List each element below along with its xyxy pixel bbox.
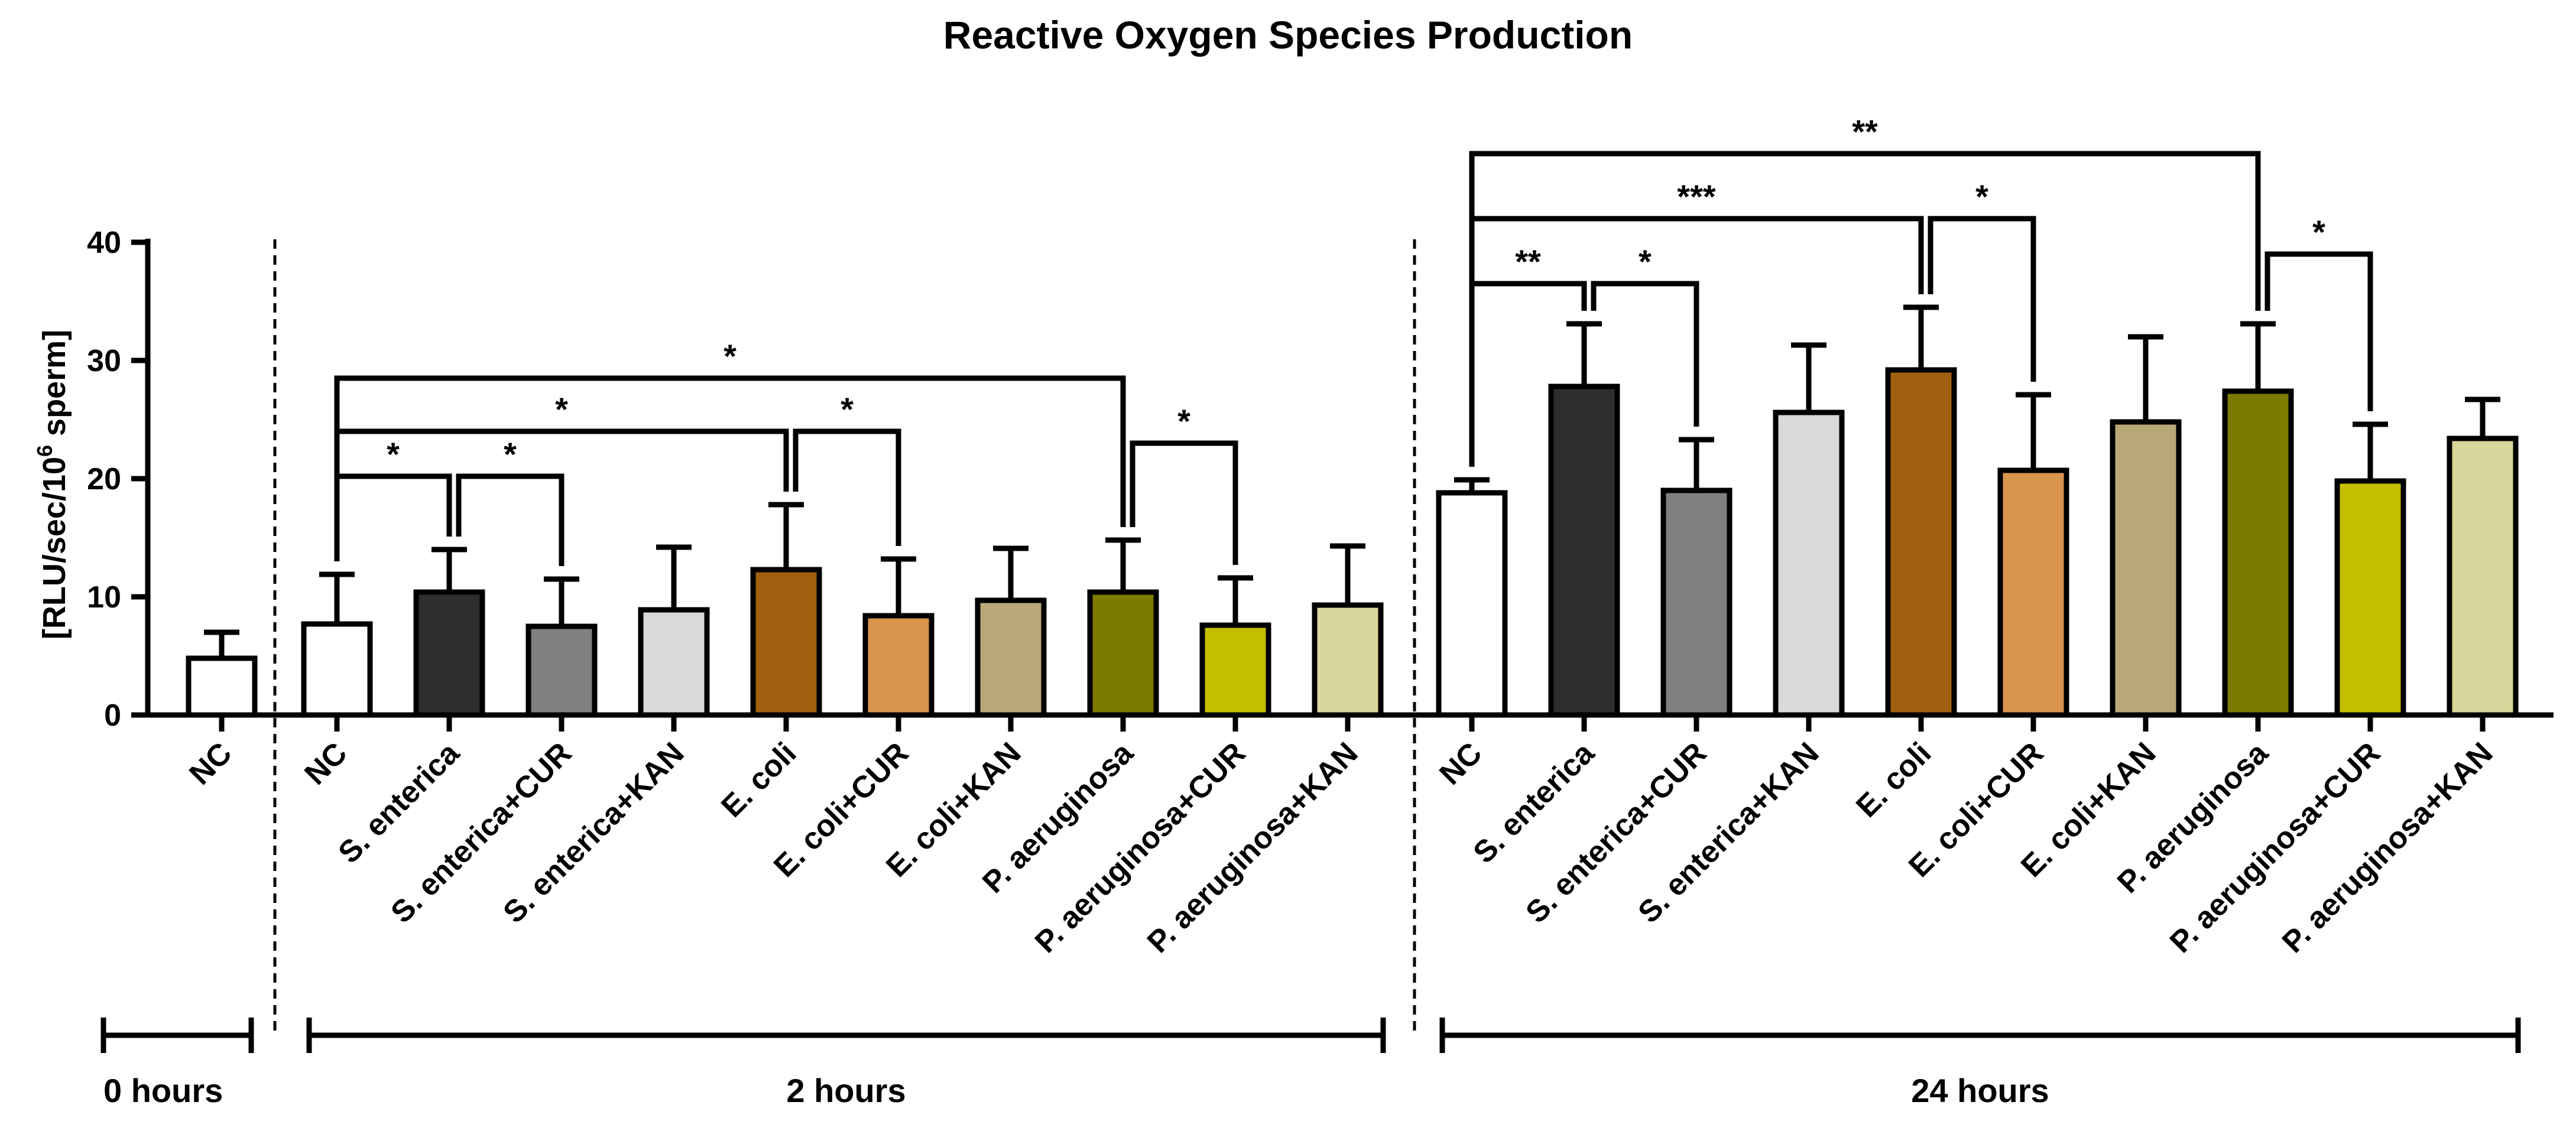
bar-24-hours-p-aeruginosa-cur	[2334, 478, 2406, 718]
bar-24-hours-nc	[1436, 490, 1508, 718]
y-axis-label-tail: sperm]	[37, 330, 72, 445]
sig-label-2-hours-0: *	[387, 436, 400, 473]
x-tick-label-24-hours-nc: NC	[1433, 736, 1488, 791]
x-tick-label-0-hours-nc: NC	[183, 736, 238, 791]
sig-label-24-hours-2: ***	[1677, 178, 1716, 215]
bar-2-hours-s-enterica-cur	[525, 623, 598, 718]
sig-label-24-hours-1: *	[1639, 243, 1652, 280]
y-tick-label-40: 40	[87, 226, 121, 260]
bar-2-hours-p-aeruginosa	[1087, 589, 1159, 718]
bar-2-hours-e-coli	[750, 567, 822, 718]
bar-24-hours-s-enterica	[1548, 384, 1620, 718]
sig-bracket-2-hours-5	[1130, 440, 1238, 565]
x-tick-label-24-hours-e-coli: E. coli	[1850, 736, 1938, 824]
sig-bracket-24-hours-3	[1928, 216, 2036, 382]
bar-2-hours-e-coli-cur	[862, 613, 935, 718]
sig-bracket-2-hours-4	[334, 375, 1126, 561]
x-tick-label-2-hours-nc: NC	[298, 736, 353, 791]
sig-bracket-24-hours-1	[1591, 281, 1699, 427]
bar-0-hours-nc	[186, 655, 258, 718]
x-tick-label-24-hours-p-aeruginosa-kan: P. aeruginosa+KAN	[2276, 736, 2500, 960]
bar-2-hours-s-enterica	[413, 589, 485, 718]
x-tick-label-2-hours-p-aeruginosa-kan: P. aeruginosa+KAN	[1141, 736, 1365, 960]
y-tick-label-10: 10	[87, 580, 121, 615]
sig-label-24-hours-3: *	[1975, 178, 1988, 215]
bar-2-hours-e-coli-kan	[975, 597, 1047, 718]
sig-label-2-hours-3: *	[841, 391, 854, 428]
y-axis-label: [RLU/sec/106 sperm]	[33, 330, 72, 639]
sig-label-2-hours-1: *	[504, 436, 517, 473]
bar-2-hours-p-aeruginosa-cur	[1199, 622, 1271, 718]
sig-bracket-24-hours-5	[2264, 251, 2373, 411]
bar-24-hours-e-coli	[1885, 367, 1957, 718]
sig-label-2-hours-2: *	[555, 391, 568, 428]
y-tick-label-30: 30	[87, 344, 121, 378]
bar-24-hours-s-enterica-kan	[1773, 410, 1845, 718]
x-tick-label-2-hours-p-aeruginosa-cur: P. aeruginosa+CUR	[1029, 736, 1253, 960]
y-axis-label-main: [RLU/sec/10	[37, 457, 72, 639]
bar-2-hours-nc	[301, 621, 373, 718]
group-label-0-hours: 0 hours	[103, 1072, 223, 1109]
y-tick-label-0: 0	[104, 698, 121, 733]
sig-label-24-hours-4: **	[1852, 113, 1878, 150]
bar-24-hours-p-aeruginosa-kan	[2447, 436, 2519, 718]
sig-bracket-2-hours-1	[456, 473, 564, 566]
sig-label-24-hours-0: **	[1515, 243, 1541, 280]
y-tick-label-20: 20	[87, 462, 121, 496]
sig-bracket-24-hours-4	[1469, 151, 2261, 467]
bar-24-hours-e-coli-cur	[1997, 467, 2069, 718]
x-tick-label-24-hours-p-aeruginosa-cur: P. aeruginosa+CUR	[2163, 736, 2387, 960]
chart-title: Reactive Oxygen Species Production	[943, 13, 1633, 57]
group-label-24-hours: 24 hours	[1911, 1072, 2049, 1109]
bar-2-hours-s-enterica-kan	[638, 607, 710, 718]
bar-24-hours-s-enterica-cur	[1660, 488, 1733, 718]
group-label-2-hours: 2 hours	[786, 1072, 906, 1109]
sig-label-2-hours-4: *	[724, 337, 737, 375]
bar-2-hours-p-aeruginosa-kan	[1312, 602, 1384, 718]
x-tick-label-2-hours-e-coli: E. coli	[715, 736, 803, 824]
bar-24-hours-p-aeruginosa	[2222, 388, 2294, 718]
sig-label-24-hours-5: *	[2312, 213, 2325, 251]
sig-bracket-2-hours-3	[793, 428, 901, 546]
bar-24-hours-e-coli-kan	[2110, 419, 2182, 718]
y-axis-label-sup: 6	[33, 445, 57, 457]
sig-label-2-hours-5: *	[1177, 402, 1190, 440]
